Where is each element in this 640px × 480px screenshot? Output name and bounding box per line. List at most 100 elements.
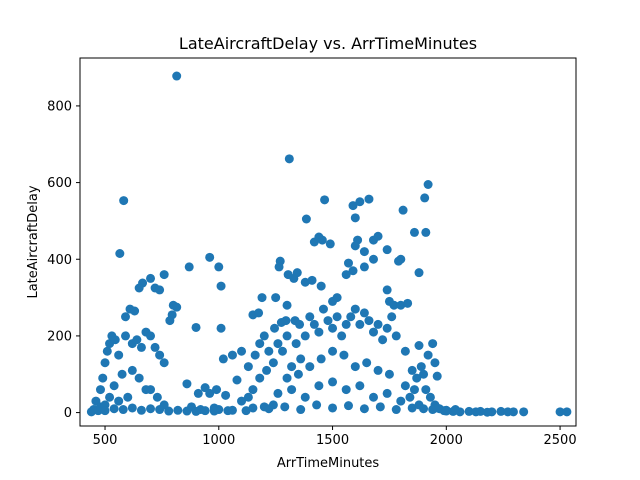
scatter-point	[382, 388, 392, 398]
scatter-point	[414, 341, 424, 350]
scatter-point	[396, 300, 406, 310]
scatter-point	[130, 306, 140, 316]
scatter-point	[382, 323, 392, 333]
scatter-point	[332, 293, 342, 303]
scatter-point	[332, 312, 342, 322]
scatter-point	[407, 403, 417, 413]
scatter-point	[375, 402, 385, 412]
scatter-point	[193, 388, 203, 398]
scatter-point	[508, 407, 518, 417]
scatter-point	[127, 403, 137, 413]
scatter-point	[271, 293, 281, 303]
y-tick-label: 0	[64, 406, 72, 421]
scatter-point	[100, 406, 110, 416]
scatter-point	[98, 373, 108, 383]
scatter-point	[323, 316, 333, 326]
scatter-point	[200, 406, 210, 416]
scatter-point	[287, 385, 297, 395]
scatter-point	[155, 285, 165, 295]
scatter-point	[320, 195, 330, 205]
scatter-point	[109, 404, 119, 414]
scatter-point	[273, 339, 283, 349]
scatter-point	[430, 358, 440, 368]
scatter-point	[237, 396, 247, 406]
scatter-point	[227, 350, 237, 360]
scatter-point	[146, 404, 156, 414]
scatter-point	[164, 406, 174, 416]
scatter-point	[257, 293, 267, 303]
scatter-point	[496, 406, 506, 416]
scatter-point	[414, 268, 424, 278]
scatter-point	[243, 362, 253, 372]
scatter-point	[316, 281, 326, 291]
scatter-point	[155, 405, 165, 415]
scatter-point	[464, 406, 474, 416]
scatter-point	[262, 365, 272, 375]
scatter-point	[359, 404, 369, 414]
scatter-point	[159, 270, 169, 280]
scatter-point	[364, 194, 374, 204]
scatter-point	[305, 362, 315, 372]
x-tick-label: 500	[93, 433, 118, 448]
scatter-point	[373, 365, 383, 375]
scatter-point	[362, 358, 372, 368]
scatter-point	[359, 247, 369, 257]
scatter-point	[284, 154, 294, 164]
x-tick-label: 1500	[316, 433, 349, 448]
scatter-point	[373, 231, 383, 241]
scatter-point	[325, 239, 335, 249]
scatter-point	[115, 249, 125, 258]
scatter-point	[555, 407, 565, 417]
scatter-point	[482, 407, 492, 417]
scatter-point	[248, 403, 258, 413]
scatter-point	[412, 373, 422, 383]
scatter-point	[382, 245, 392, 255]
scatter-point	[341, 270, 351, 280]
scatter-point	[364, 316, 374, 326]
scatter-point	[419, 404, 429, 414]
scatter-point	[416, 362, 426, 372]
scatter-point	[109, 381, 119, 391]
scatter-point	[205, 252, 215, 262]
scatter-point	[296, 354, 306, 364]
scatter-point	[328, 377, 338, 387]
scatter-point	[232, 375, 242, 385]
scatter-point	[400, 346, 410, 356]
x-tick-label: 2000	[430, 433, 463, 448]
scatter-point	[216, 323, 226, 333]
scatter-point	[264, 346, 274, 356]
scatter-point	[419, 369, 429, 379]
scatter-point	[136, 342, 146, 352]
scatter-point	[102, 346, 112, 356]
scatter-point	[378, 335, 388, 345]
scatter-point	[280, 402, 290, 412]
scatter-point	[152, 392, 162, 402]
scatter-point	[471, 407, 481, 417]
scatter-point	[369, 327, 378, 337]
scatter-point	[237, 346, 247, 356]
scatter-point	[343, 401, 353, 411]
scatter-point	[287, 362, 297, 372]
scatter-point	[425, 392, 435, 402]
scatter-point	[127, 365, 137, 375]
scatter-point	[293, 369, 303, 379]
scatter-point	[441, 405, 451, 415]
scatter-point	[182, 379, 192, 389]
scatter-point	[396, 396, 406, 406]
scatter-point	[432, 371, 442, 381]
scatter-point	[105, 392, 115, 402]
scatter-point	[409, 227, 419, 237]
scatter-point	[382, 285, 392, 295]
scatter-point	[172, 71, 182, 81]
scatter-point	[227, 405, 237, 415]
scatter-point	[278, 346, 287, 356]
scatter-point	[355, 381, 365, 391]
scatter-point	[328, 403, 338, 413]
y-tick-label: 400	[47, 253, 72, 268]
scatter-point	[146, 331, 156, 341]
scatter-point	[409, 385, 419, 395]
scatter-point	[295, 319, 305, 329]
scatter-point	[348, 201, 358, 211]
scatter-point	[421, 385, 431, 395]
scatter-point	[182, 406, 192, 416]
